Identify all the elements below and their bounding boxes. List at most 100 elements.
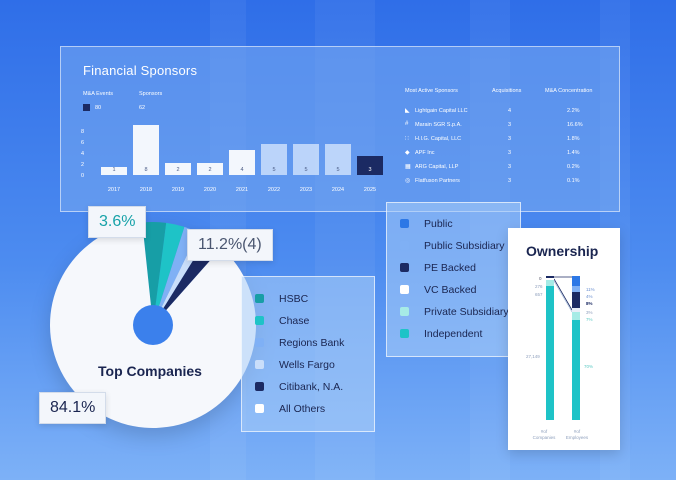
- bar-value-label: 8: [144, 167, 148, 173]
- right-bar-independent: [572, 320, 580, 420]
- legend-label: PE Backed: [424, 262, 476, 274]
- legend-label: Independent: [424, 328, 483, 340]
- legend-swatch: [255, 294, 264, 303]
- legend-swatch: [255, 404, 264, 413]
- pie-title: Top Companies: [98, 363, 202, 379]
- legend-swatch: [400, 285, 409, 294]
- bar-value-label: 3: [368, 167, 372, 173]
- sponsor-acquisitions: 3: [508, 150, 512, 156]
- legend-swatch: [255, 382, 264, 391]
- legend-value-sponsors: 62: [139, 105, 146, 111]
- legend-swatch: [400, 241, 409, 250]
- sponsor-row[interactable]: ▦ ARG Capital, LLP 3 0.2%: [405, 163, 605, 173]
- ownership-legend-item[interactable]: VC Backed: [400, 283, 510, 297]
- left-small-label: 276: [535, 284, 543, 289]
- left-bar-private: [546, 280, 554, 286]
- company-legend-item[interactable]: Regions Bank: [255, 336, 365, 350]
- sponsor-concentration: 1.8%: [567, 136, 580, 142]
- company-legend-item[interactable]: Citibank, N.A.: [255, 380, 365, 394]
- ownership-legend-item[interactable]: PE Backed: [400, 261, 510, 275]
- callout-hsbc: 3.6%: [88, 206, 147, 238]
- bar-2024: 5: [325, 143, 351, 175]
- pie-slice-chase[interactable]: [153, 222, 185, 325]
- sponsor-acquisitions: 4: [508, 108, 512, 114]
- sponsor-row[interactable]: ◎ Flatfuson Partners 3 0.1%: [405, 177, 605, 187]
- bar-value-label: 4: [240, 167, 244, 173]
- top-companies-pie: [50, 222, 256, 428]
- shield-logo-icon: ◆: [405, 150, 410, 156]
- bar-value-label: 5: [336, 167, 340, 173]
- pie-slice-regions-bank[interactable]: [153, 226, 199, 325]
- bar-value-label: 2: [176, 167, 180, 173]
- bar-2017: 1: [101, 167, 127, 175]
- company-legend-item[interactable]: Chase: [255, 314, 365, 328]
- bar-2021: 4: [229, 150, 255, 175]
- sponsor-concentration: 2.2%: [567, 108, 580, 114]
- ownership-legend-item[interactable]: Public Subsidiary: [400, 239, 510, 253]
- sponsor-concentration: 1.4%: [567, 150, 580, 156]
- y-tick: 0: [81, 173, 85, 179]
- pie-slice-hsbc[interactable]: [142, 222, 167, 325]
- x-tick-label: 2020: [203, 187, 217, 193]
- bar-value-label: 1: [112, 167, 116, 173]
- legend-swatch: [255, 316, 264, 325]
- legend-swatch: [400, 329, 409, 338]
- company-legend-item[interactable]: HSBC: [255, 292, 365, 306]
- sponsor-acquisitions: 3: [508, 178, 512, 184]
- pie-center: [133, 305, 173, 345]
- right-bar-pe: [572, 292, 580, 308]
- y-tick: 4: [81, 151, 85, 157]
- right-bar-public: [572, 276, 580, 286]
- ownership-legend: Public Public Subsidiary PE Backed VC Backe…: [386, 202, 521, 357]
- legend-swatch: [400, 219, 409, 228]
- sponsor-concentration: 16.6%: [567, 122, 583, 128]
- legend-label: Public: [424, 218, 453, 230]
- legend-label: Regions Bank: [279, 337, 345, 349]
- company-legend-item[interactable]: Wells Fargo: [255, 358, 365, 372]
- sponsor-name: Lightgain Capital LLC: [415, 108, 468, 114]
- sponsor-row[interactable]: # Marain SGR S.p.A. 3 16.6%: [405, 121, 605, 131]
- legend-swatch: [255, 338, 264, 347]
- x-tick-label: 2025: [363, 187, 377, 193]
- legend-swatch-ma: [83, 104, 90, 111]
- company-legend-item[interactable]: All Others: [255, 402, 365, 416]
- legend-swatch: [255, 360, 264, 369]
- sponsor-row[interactable]: ◣ Lightgain Capital LLC 4 2.2%: [405, 107, 605, 117]
- right-highlight-label: 8%: [586, 301, 593, 306]
- sponsor-name: APF Inc: [415, 150, 435, 156]
- x-label-companies: #of Companies: [532, 429, 556, 441]
- sponsor-acquisitions: 3: [508, 164, 512, 170]
- right-bar-public-sub: [572, 286, 580, 292]
- right-label: 11%: [586, 287, 595, 292]
- right-label: 3%: [586, 310, 593, 315]
- legend-label: Public Subsidiary: [424, 240, 505, 252]
- legend-header-ma: M&A Events: [83, 91, 113, 97]
- bar-value-label: 2: [208, 167, 212, 173]
- x-tick-label: 2018: [139, 187, 153, 193]
- sponsor-row[interactable]: ∷ H.I.G. Capital, LLC 3 1.8%: [405, 135, 605, 145]
- bar-2025: 3: [357, 156, 383, 175]
- bar-value-label: 5: [272, 167, 276, 173]
- ownership-legend-item[interactable]: Public: [400, 217, 510, 231]
- x-tick-label: 2023: [299, 187, 313, 193]
- left-bar-independent: [546, 286, 554, 420]
- x-label-line: #of: [573, 429, 581, 434]
- bar-2019: 2: [165, 162, 191, 175]
- x-label-line: Companies: [532, 435, 556, 440]
- sponsor-name: Flatfuson Partners: [415, 178, 460, 184]
- ownership-legend-item[interactable]: Independent: [400, 327, 510, 341]
- right-bar-vc: [572, 308, 580, 312]
- x-tick-label: 2021: [235, 187, 249, 193]
- legend-label: Private Subsidiary: [424, 306, 509, 318]
- x-label-line: Employees: [565, 435, 589, 440]
- sponsor-row[interactable]: ◆ APF Inc 3 1.4%: [405, 149, 605, 159]
- left-bar-pe: [546, 276, 554, 278]
- y-tick: 8: [81, 129, 85, 135]
- right-label: 7%: [586, 317, 593, 322]
- sponsor-name: ARG Capital, LLP: [415, 164, 459, 170]
- ownership-legend-item[interactable]: Private Subsidiary: [400, 305, 510, 319]
- bar-2020: 2: [197, 162, 223, 175]
- panel-title: Financial Sponsors: [83, 63, 198, 78]
- bar-2022: 5: [261, 143, 287, 175]
- legend-label: Citibank, N.A.: [279, 381, 344, 393]
